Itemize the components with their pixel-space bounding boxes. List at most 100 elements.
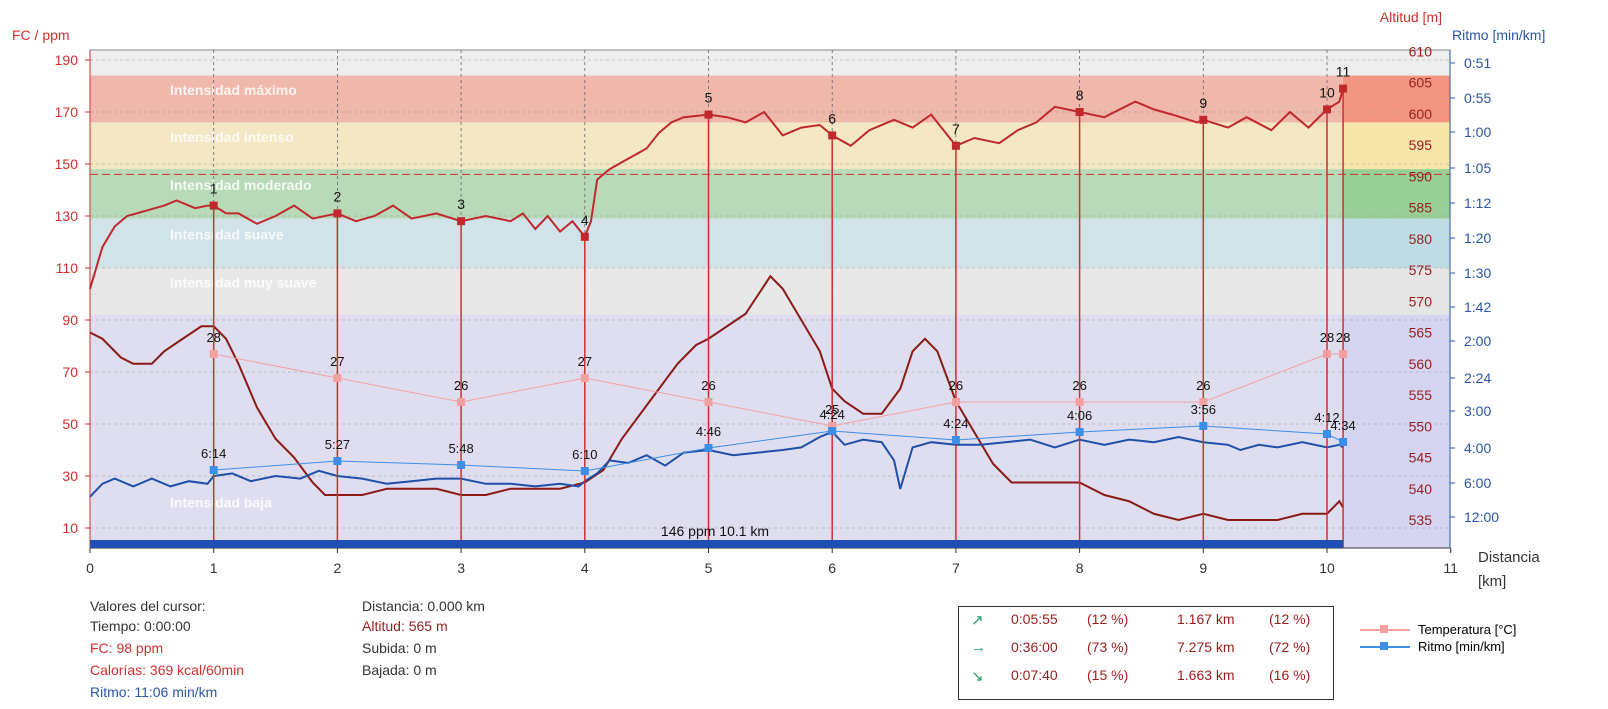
zone-label: Intensidad muy suave (170, 274, 316, 290)
temperature-marker (1199, 398, 1208, 406)
altitude-tick-label: 600 (1409, 106, 1433, 122)
zone-label: Intensidad intenso (170, 129, 294, 145)
temperature-label: 27 (578, 354, 592, 369)
x-tick-label: 3 (457, 560, 465, 576)
summary-distance-pct: (72 %) (1269, 639, 1311, 655)
altitude-tick-label: 570 (1409, 293, 1433, 309)
lap-hr-marker (1339, 84, 1348, 93)
temperature-marker (333, 374, 342, 382)
hr-tick-label: 90 (62, 312, 78, 328)
lap-hr-marker (828, 131, 837, 140)
lap-number-label: 2 (334, 188, 342, 204)
cursor-time: Tiempo: 0:00:00 (90, 618, 191, 634)
temperature-label: 26 (701, 378, 715, 393)
pace-marker (704, 444, 713, 452)
temperature-marker (1075, 398, 1084, 406)
lap-hr-marker (580, 232, 589, 241)
flat-arrow-icon: → (971, 639, 986, 656)
summary-row-uphill: ↗ 0:05:55 (12 %) 1.167 km (12 %) (959, 611, 1333, 633)
legend-label: Ritmo [min/km] (1418, 639, 1505, 654)
altitude-tick-label: 575 (1409, 262, 1433, 278)
hr-tick-label: 10 (62, 520, 78, 536)
temperature-marker (1323, 350, 1331, 358)
zone-label: Intensidad suave (170, 226, 284, 242)
temperature-marker (951, 398, 960, 406)
temperature-label: 28 (206, 330, 220, 345)
lap-hr-marker (951, 141, 960, 150)
summary-distance: 1.663 km (1177, 667, 1235, 683)
pace-tick-label: 1:05 (1464, 160, 1491, 176)
temperature-marker (704, 398, 713, 406)
zone-band-right (1343, 314, 1450, 548)
legend-marker-swatch (1380, 642, 1388, 650)
altitude-tick-label: 555 (1409, 387, 1433, 403)
zone-band-right (1343, 122, 1450, 170)
temperature-label: 26 (454, 378, 468, 393)
temperature-label: 26 (1072, 378, 1086, 393)
pace-tick-label: 1:30 (1464, 265, 1491, 281)
hr-tick-label: 190 (55, 52, 79, 68)
temperature-label: 28 (1336, 330, 1350, 345)
altitude-tick-label: 565 (1409, 325, 1433, 341)
cursor-distance: Distancia: 0.000 km (362, 598, 485, 614)
altitude-tick-label: 535 (1409, 512, 1433, 528)
zone-band-right (1343, 75, 1450, 123)
hr-tick-label: 30 (62, 468, 78, 484)
summary-row-downhill: ↘ 0:07:40 (15 %) 1.663 km (16 %) (959, 667, 1333, 689)
uphill-arrow-icon: ↗ (971, 612, 984, 629)
slope-summary-box: ↗ 0:05:55 (12 %) 1.167 km (12 %) → 0:36:… (958, 606, 1334, 700)
hr-tick-label: 150 (55, 156, 79, 172)
lap-number-label: 10 (1319, 84, 1335, 100)
pace-label: 6:10 (572, 447, 597, 462)
lap-hr-marker (333, 209, 342, 218)
altitude-axis-title: Altitud [m] (1380, 9, 1442, 25)
altitude-tick-label: 550 (1409, 418, 1433, 434)
altitude-tick-label: 610 (1409, 43, 1433, 59)
pace-marker (1323, 430, 1331, 438)
altitude-tick-label: 560 (1409, 356, 1433, 372)
altitude-line (89, 274, 1344, 522)
zone-band (90, 314, 1344, 548)
zone-band-right (1343, 268, 1450, 315)
temperature-marker (828, 422, 837, 430)
lap-number-label: 9 (1199, 95, 1207, 111)
pace-tick-label: 4:00 (1464, 440, 1491, 456)
summary-time: 0:36:00 (1011, 639, 1058, 655)
x-tick-label: 10 (1319, 560, 1335, 576)
temperature-marker (580, 374, 589, 382)
pace-label: 6:14 (201, 446, 226, 461)
altitude-tick-label: 545 (1409, 450, 1433, 466)
pace-tick-label: 12:00 (1464, 509, 1499, 525)
pace-tick-label: 0:51 (1464, 55, 1491, 71)
zone-band (90, 169, 1344, 219)
cursor-pace: Ritmo: 11:06 min/km (90, 684, 218, 700)
x-tick-label: 5 (705, 560, 713, 576)
cursor-ascent: Subida: 0 m (362, 640, 437, 656)
pace-label: 4:12 (1314, 410, 1339, 425)
pace-tick-label: 0:55 (1464, 90, 1491, 106)
hr-tick-label: 170 (55, 104, 79, 120)
altitude-tick-label: 540 (1409, 481, 1433, 497)
pace-label: 5:27 (325, 437, 350, 452)
altitude-tick-label: 585 (1409, 200, 1433, 216)
lap-hr-marker (1075, 108, 1084, 116)
x-tick-label: 1 (210, 560, 218, 576)
hr-line (89, 88, 1345, 290)
summary-time-pct: (15 %) (1087, 667, 1129, 683)
pace-label: 4:34 (1330, 418, 1355, 433)
zone-label: Intensidad baja (170, 494, 272, 510)
altitude-tick-label: 590 (1409, 168, 1433, 184)
x-tick-label: 11 (1443, 560, 1458, 576)
hr-chart[interactable]: Intensidad máximo Intensidad intenso Inten… (0, 0, 1608, 600)
hr-tick-label: 110 (56, 260, 79, 276)
lap-number-label: 8 (1076, 87, 1084, 103)
cursor-title: Valores del cursor: (90, 598, 206, 614)
summary-time-pct: (73 %) (1087, 639, 1129, 655)
pace-marker (1075, 428, 1084, 436)
pace-label: 4:06 (1067, 408, 1092, 423)
zone-band (90, 268, 1344, 315)
zone-band-right (1343, 218, 1450, 268)
pace-label: 4:46 (696, 424, 721, 439)
pace-label: 3:56 (1191, 402, 1216, 417)
cursor-altitude: Altitud: 565 m (362, 618, 448, 634)
